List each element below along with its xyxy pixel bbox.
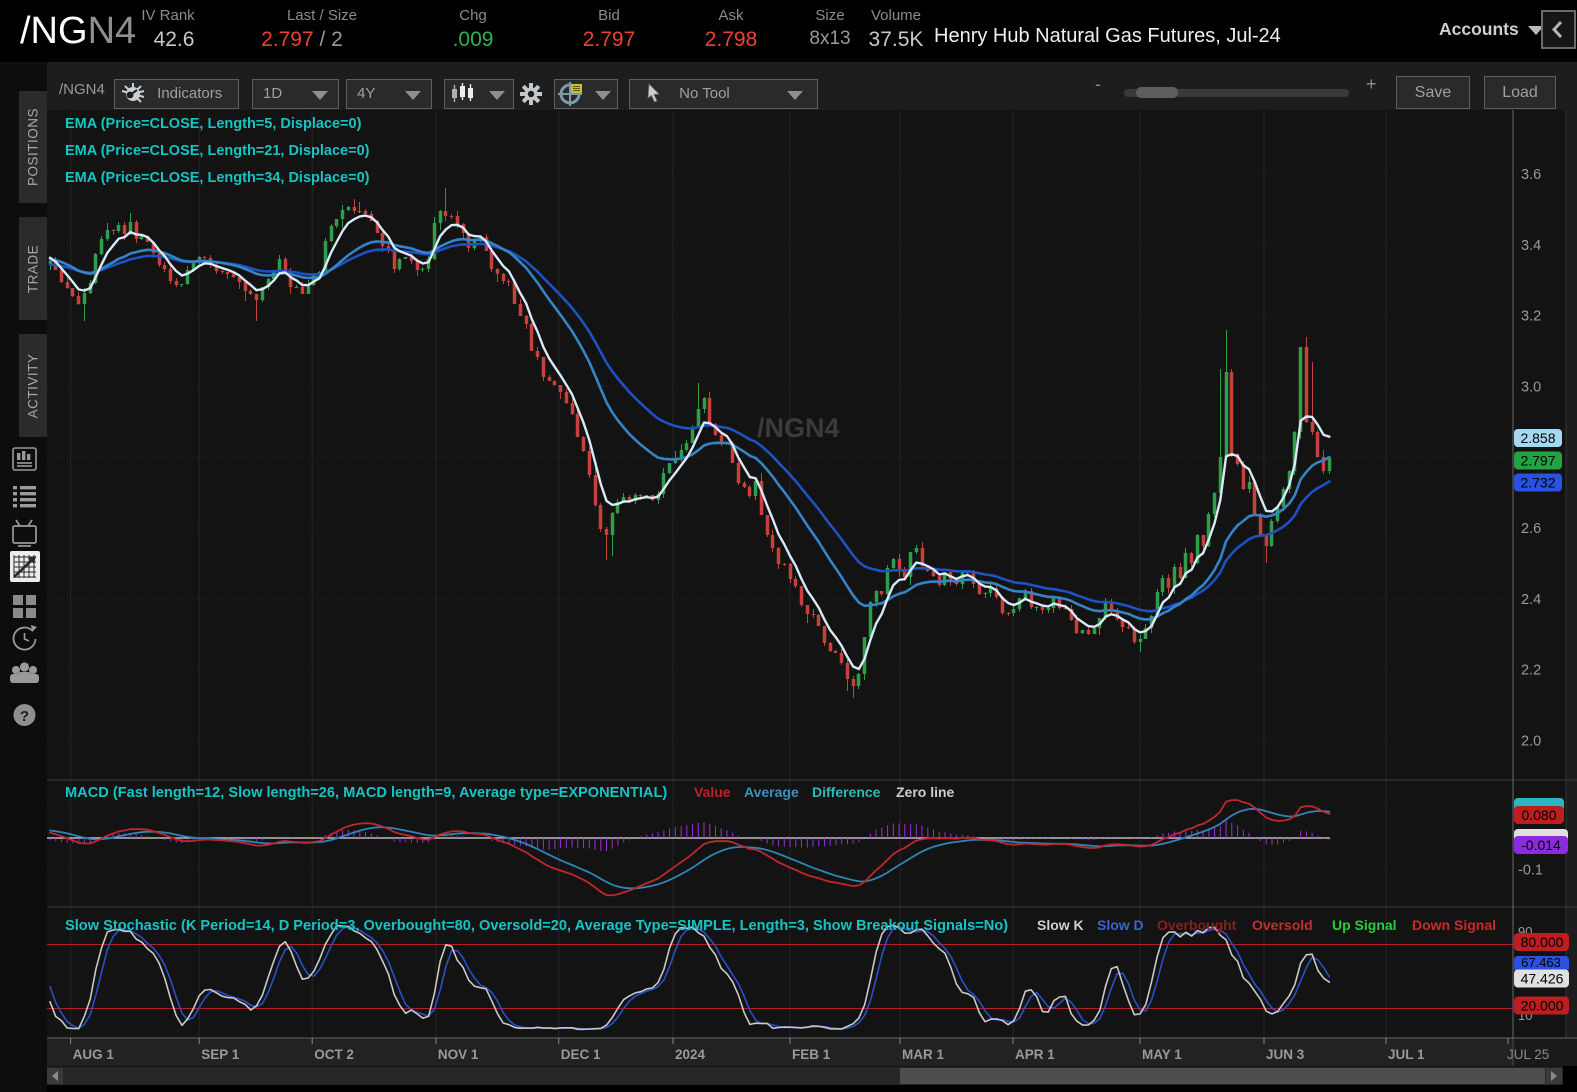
svg-text:MAR 1: MAR 1: [902, 1047, 944, 1062]
svg-text:Value: Value: [694, 784, 731, 800]
svg-text:47.426: 47.426: [1521, 971, 1564, 987]
svg-text:-0.1: -0.1: [1518, 863, 1543, 879]
svg-text:Difference: Difference: [812, 784, 881, 800]
svg-text:20.000: 20.000: [1521, 998, 1564, 1014]
svg-text:3.0: 3.0: [1521, 379, 1541, 395]
svg-text:2.2: 2.2: [1521, 663, 1541, 679]
svg-text:2024: 2024: [675, 1047, 706, 1062]
svg-text:Overbought: Overbought: [1157, 917, 1237, 933]
svg-text:EMA (Price=CLOSE, Length=34, D: EMA (Price=CLOSE, Length=34, Displace=0): [65, 170, 370, 186]
svg-text:Slow D: Slow D: [1097, 917, 1144, 933]
svg-text:80.000: 80.000: [1521, 934, 1564, 950]
svg-text:2.858: 2.858: [1520, 430, 1555, 446]
svg-text:/NGN4: /NGN4: [757, 413, 840, 443]
svg-text:MAY 1: MAY 1: [1142, 1047, 1182, 1062]
svg-text:APR 1: APR 1: [1015, 1047, 1055, 1062]
svg-text:2.0: 2.0: [1521, 733, 1541, 749]
svg-text:FEB 1: FEB 1: [792, 1047, 831, 1062]
svg-text:MACD (Fast length=12, Slow len: MACD (Fast length=12, Slow length=26, MA…: [65, 785, 667, 801]
svg-text:Slow Stochastic (K Period=14,: Slow Stochastic (K Period=14, D Period=3…: [65, 918, 1008, 934]
svg-text:3.4: 3.4: [1521, 238, 1541, 254]
svg-text:DEC 1: DEC 1: [561, 1047, 601, 1062]
svg-text:2.4: 2.4: [1521, 592, 1541, 608]
svg-text:Down Signal: Down Signal: [1412, 917, 1496, 933]
svg-text:Up Signal: Up Signal: [1332, 917, 1397, 933]
svg-text:Oversold: Oversold: [1252, 917, 1313, 933]
svg-text:EMA (Price=CLOSE, Length=5, Di: EMA (Price=CLOSE, Length=5, Displace=0): [65, 116, 362, 132]
svg-text:OCT 2: OCT 2: [314, 1047, 354, 1062]
svg-text:2.732: 2.732: [1520, 475, 1555, 491]
svg-text:SEP 1: SEP 1: [201, 1047, 240, 1062]
svg-text:NOV 1: NOV 1: [438, 1047, 479, 1062]
svg-text:Zero line: Zero line: [896, 784, 955, 800]
svg-text:0.080: 0.080: [1521, 807, 1556, 823]
svg-text:AUG 1: AUG 1: [73, 1047, 115, 1062]
svg-text:67.463: 67.463: [1521, 955, 1561, 970]
svg-text:2.6: 2.6: [1521, 521, 1541, 537]
svg-text:-0.014: -0.014: [1521, 837, 1561, 853]
svg-text:EMA (Price=CLOSE, Length=21, D: EMA (Price=CLOSE, Length=21, Displace=0): [65, 143, 370, 159]
svg-text:2.797: 2.797: [1520, 453, 1555, 469]
svg-text:JUN 3: JUN 3: [1266, 1047, 1305, 1062]
svg-text:Slow K: Slow K: [1037, 917, 1084, 933]
svg-text:?: ?: [20, 708, 29, 725]
svg-text:JUL 25: JUL 25: [1507, 1047, 1549, 1062]
svg-text:JUL 1: JUL 1: [1388, 1047, 1425, 1062]
svg-text:Average: Average: [744, 784, 799, 800]
svg-text:3.2: 3.2: [1521, 309, 1541, 325]
svg-text:3.6: 3.6: [1521, 167, 1541, 183]
